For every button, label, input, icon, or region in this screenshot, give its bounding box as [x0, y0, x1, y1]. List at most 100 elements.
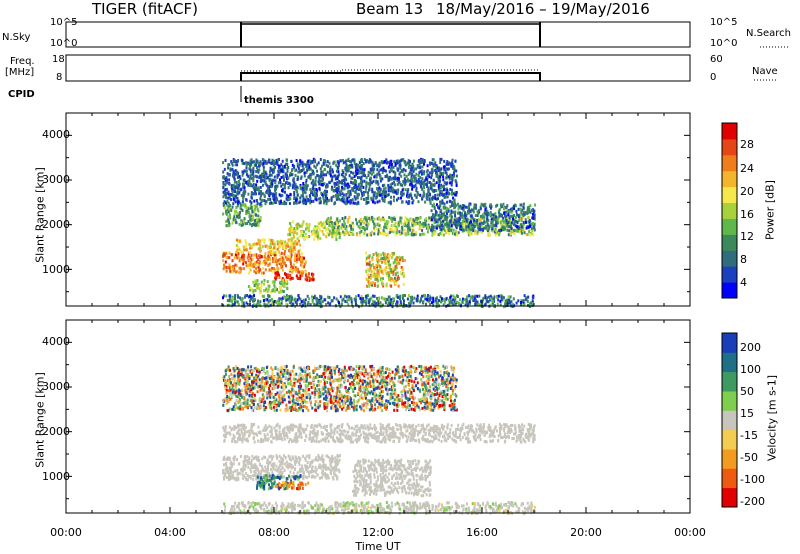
data-cell [305, 202, 307, 206]
data-cell [360, 295, 363, 298]
data-cell [335, 195, 338, 199]
data-cell [260, 175, 263, 179]
data-cell [373, 284, 376, 287]
data-cell [414, 176, 417, 180]
data-cell [392, 170, 395, 174]
data-cell [303, 187, 306, 191]
data-cell [480, 302, 483, 306]
data-cell [437, 169, 440, 173]
data-cell [407, 294, 410, 297]
data-cell [461, 297, 464, 301]
data-cell [330, 198, 333, 202]
data-cell [443, 184, 445, 188]
data-cell [389, 175, 391, 179]
data-cell [365, 259, 368, 263]
data-cell [295, 242, 298, 246]
data-cell [249, 286, 252, 290]
data-cell [400, 272, 403, 276]
data-cell [383, 230, 386, 234]
data-cell [322, 224, 325, 228]
data-cell [306, 461, 309, 464]
data-cell [330, 221, 333, 224]
data-cell [283, 200, 286, 204]
data-cell [441, 233, 444, 237]
data-cell [307, 199, 310, 203]
data-cell [253, 242, 256, 246]
data-cell [446, 160, 449, 164]
data-cell [296, 303, 298, 307]
data-cell [294, 169, 297, 173]
data-cell [413, 222, 416, 226]
data-cell [373, 217, 376, 221]
data-cell [236, 270, 239, 273]
data-cell [233, 303, 236, 307]
data-cell [493, 300, 496, 303]
data-cell [470, 216, 473, 220]
data-cell [257, 220, 260, 224]
data-cell [422, 300, 425, 304]
data-cell [365, 176, 368, 180]
data-cell [252, 242, 255, 246]
data-cell [409, 182, 412, 186]
data-cell [387, 301, 390, 305]
data-cell [236, 211, 239, 215]
data-cell [449, 299, 452, 303]
data-cell [253, 160, 255, 164]
data-cell [379, 193, 382, 197]
data-cell [494, 227, 497, 231]
nsearch-label: N.Search [746, 28, 792, 39]
data-cell [280, 176, 283, 179]
data-cell [379, 179, 382, 183]
data-cell [316, 169, 319, 173]
data-cell [515, 209, 518, 213]
data-cell [273, 198, 276, 202]
data-cell [318, 174, 321, 178]
data-cell [445, 218, 448, 222]
data-cell [285, 158, 288, 162]
data-cell [446, 223, 449, 227]
data-cell [291, 296, 294, 300]
data-cell [393, 195, 395, 199]
data-cell [440, 300, 443, 304]
data-cell [443, 195, 446, 199]
data-cell [533, 213, 536, 217]
data-cell [377, 170, 380, 174]
data-cell [463, 298, 466, 302]
data-cell [427, 227, 430, 231]
data-cell [444, 193, 447, 197]
data-cell [310, 230, 313, 234]
data-cell [478, 218, 481, 222]
data-cell [280, 163, 283, 167]
data-cell [244, 169, 247, 173]
data-cell [317, 161, 320, 165]
freq-unit: [MHz] [5, 67, 35, 78]
data-cell [309, 176, 312, 180]
data-cell [410, 299, 413, 303]
data-cell [308, 474, 311, 478]
data-cell [268, 472, 271, 476]
data-cell [524, 226, 527, 230]
data-cell [298, 235, 301, 239]
data-cell [286, 243, 289, 247]
data-cell [224, 188, 227, 191]
data-cell [311, 275, 314, 279]
data-cell [450, 183, 453, 187]
data-cell [447, 207, 450, 211]
data-cell [250, 466, 253, 469]
data-cell [468, 230, 471, 234]
data-cell [396, 228, 398, 232]
data-cell [506, 209, 509, 213]
data-cell [488, 232, 491, 236]
data-cell [366, 284, 368, 288]
data-cell [336, 222, 339, 226]
data-cell [469, 301, 471, 305]
data-cell [504, 221, 507, 225]
data-cell [341, 227, 344, 231]
data-cell [251, 160, 254, 164]
data-cell [304, 458, 307, 462]
data-cell [431, 197, 434, 200]
data-cell [376, 266, 379, 270]
data-cell [371, 283, 374, 287]
data-cell [255, 455, 258, 459]
data-cell [360, 226, 363, 230]
